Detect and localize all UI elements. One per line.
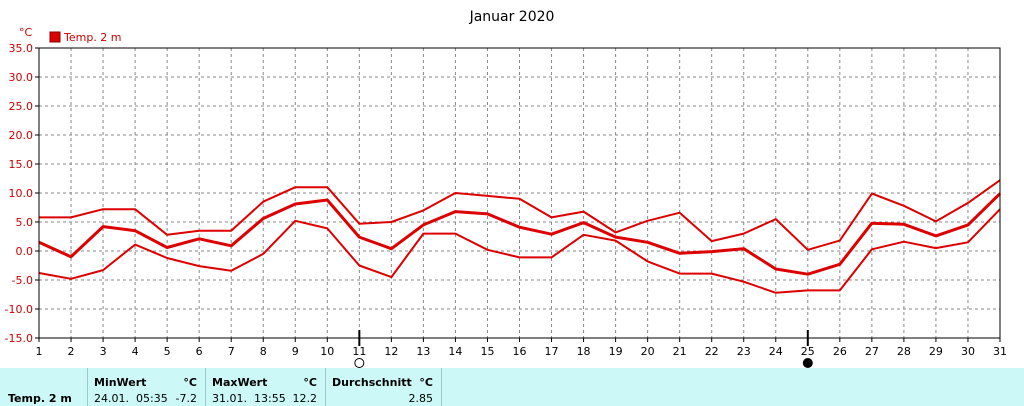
legend-swatch <box>49 31 61 43</box>
x-tick-label: 12 <box>384 345 398 358</box>
x-tick-label: 25 <box>801 345 815 358</box>
x-tick-label: 8 <box>260 345 267 358</box>
x-tick-label: 28 <box>897 345 911 358</box>
x-tick-label: 14 <box>448 345 462 358</box>
y-tick-label: 10.0 <box>9 187 34 200</box>
y-tick-label: -5.0 <box>12 274 33 287</box>
min-time: 05:35 <box>136 392 168 405</box>
x-axis-ticks: 1 2 3 4 5 6 7 8 9 10 11 12 13 14 15 16 17 18 19 20 21 22 23 24 2… <box>36 338 1007 358</box>
x-tick-label: 31 <box>993 345 1007 358</box>
series-line-average <box>38 192 1002 276</box>
x-tick-label: 26 <box>833 345 847 358</box>
min-header: MinWert <box>94 376 147 389</box>
max-unit: °C <box>303 376 317 389</box>
max-header: MaxWert <box>212 376 268 389</box>
avg-value: 2.85 <box>408 392 434 405</box>
series-group <box>38 179 1002 294</box>
full-moon-icon <box>802 358 813 368</box>
footer-label-cell: Temp. 2 m <box>0 368 88 406</box>
x-tick-label: 23 <box>737 345 751 358</box>
y-tick-label: -10.0 <box>5 303 33 316</box>
series-line-min <box>38 208 1001 294</box>
x-tick-label: 21 <box>673 345 687 358</box>
max-value: 12.2 <box>292 392 318 405</box>
x-tick-label: 15 <box>480 345 494 358</box>
series-line-max <box>39 179 1001 251</box>
x-tick-label: 7 <box>228 345 235 358</box>
min-value: -7.2 <box>175 392 197 405</box>
x-tick-label: 4 <box>132 345 139 358</box>
min-unit: °C <box>183 376 197 389</box>
x-tick-label: 22 <box>705 345 719 358</box>
x-tick-label: 29 <box>929 345 943 358</box>
y-tick-label: 15.0 <box>9 158 34 171</box>
moon-markers <box>354 330 813 368</box>
x-tick-label: 16 <box>513 345 527 358</box>
x-tick-label: 6 <box>196 345 203 358</box>
legend-label: Temp. 2 m <box>63 31 122 44</box>
grid <box>39 48 1000 338</box>
avg-cell: Durchschnitt °C 2.85 <box>326 368 442 406</box>
y-tick-label: 0.0 <box>16 245 34 258</box>
x-tick-label: 2 <box>68 345 75 358</box>
footer-series-label: Temp. 2 m <box>8 392 72 405</box>
x-tick-label: 3 <box>100 345 107 358</box>
x-tick-label: 9 <box>292 345 299 358</box>
x-tick-label: 19 <box>609 345 623 358</box>
min-date: 24.01. <box>94 392 129 405</box>
y-tick-label: -15.0 <box>5 332 33 345</box>
min-cell: MinWert °C 24.01. 05:35 -7.2 <box>88 368 206 406</box>
chart-title: Januar 2020 <box>469 9 555 25</box>
x-tick-label: 18 <box>577 345 591 358</box>
x-tick-label: 11 <box>352 345 366 358</box>
max-cell: MaxWert °C 31.01. 13:55 12.2 <box>206 368 326 406</box>
avg-header: Durchschnitt <box>332 376 412 389</box>
y-unit-label: °C <box>19 26 33 39</box>
x-tick-label: 13 <box>416 345 430 358</box>
x-tick-label: 1 <box>36 345 43 358</box>
x-tick-label: 30 <box>961 345 975 358</box>
plot-frame <box>38 47 1001 339</box>
max-time: 13:55 <box>254 392 286 405</box>
x-tick-label: 17 <box>545 345 559 358</box>
new-moon-icon <box>354 358 365 368</box>
y-axis-ticks: 35.0 30.0 25.0 20.0 15.0 10.0 5.0 0.0 -5.0 -10.0 -… <box>5 42 39 345</box>
x-tick-label: 27 <box>865 345 879 358</box>
max-date: 31.01. <box>212 392 247 405</box>
x-tick-label: 10 <box>320 345 334 358</box>
stats-footer: Temp. 2 m MinWert °C 24.01. 05:35 -7.2 M… <box>0 368 1024 406</box>
y-tick-label: 5.0 <box>16 216 34 229</box>
avg-unit: °C <box>419 376 433 389</box>
y-tick-label: 35.0 <box>9 42 34 55</box>
x-tick-label: 5 <box>164 345 171 358</box>
y-tick-label: 25.0 <box>9 100 34 113</box>
y-tick-label: 20.0 <box>9 129 34 142</box>
x-tick-label: 24 <box>769 345 783 358</box>
x-tick-label: 20 <box>641 345 655 358</box>
temperature-chart: Januar 2020 °C Temp. 2 m 35.030.025.020.… <box>5 9 1007 368</box>
y-tick-label: 30.0 <box>9 71 34 84</box>
